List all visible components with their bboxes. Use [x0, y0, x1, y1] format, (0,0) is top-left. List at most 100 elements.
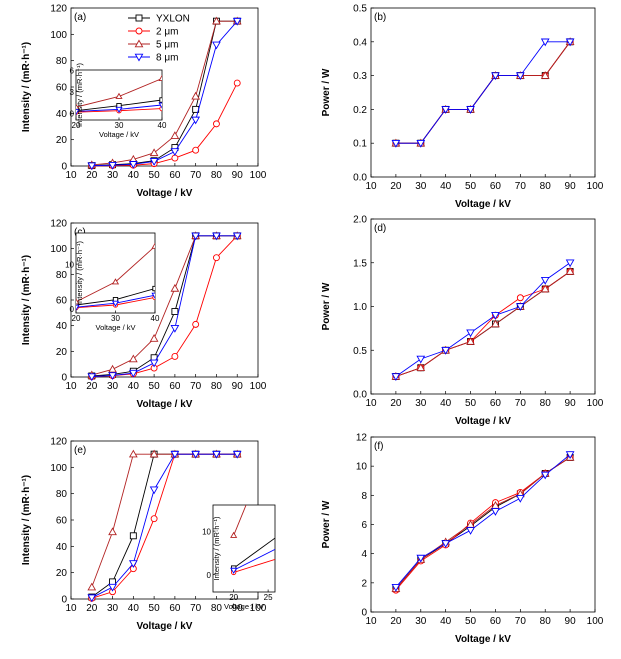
x-tick-label: 100 [587, 616, 604, 627]
y-tick-label: 40 [56, 321, 68, 332]
data-point [232, 17, 242, 26]
x-axis-title: Voltage / kV [137, 399, 193, 410]
chart-panel-4: 10 20 30 40 50 60 70 80 90 100020406080100120(e)V… [21, 437, 276, 632]
x-tick-label: 40 [128, 381, 140, 392]
data-point [170, 324, 180, 333]
y-tick-label: 1.0 [353, 302, 367, 313]
chart-panel-3: 10 20 30 40 50 60 70 80 90 100 0.0 0.5 1.0 1.5 2.0 (d) V… [321, 215, 604, 428]
data-point [149, 486, 159, 495]
inset-x-axis-title: Voltage / kV [224, 602, 264, 611]
x-tick-label: 70 [515, 616, 527, 627]
x-tick-label: 10 [65, 170, 77, 181]
data-point [491, 312, 500, 320]
data-point [151, 292, 155, 299]
data-point [87, 594, 97, 603]
legend: YXLON 2 μm 5 μm 8 μm [128, 14, 190, 64]
data-point [129, 532, 137, 540]
series-group [391, 451, 575, 594]
y-tick-label: 20 [56, 135, 68, 146]
x-tick-label: 40 [440, 398, 452, 409]
data-point [565, 451, 575, 460]
series-group [391, 37, 575, 148]
data-point [491, 508, 500, 516]
series-group [76, 74, 162, 116]
x-tick-label: 30 [107, 170, 119, 181]
data-point [416, 139, 426, 148]
data-point [416, 363, 426, 371]
data-point [87, 373, 97, 381]
data-point [151, 242, 155, 249]
inset-y-axis-title: Intensity / (mR·h⁻¹) [75, 241, 84, 305]
data-point [416, 355, 426, 364]
data-point [149, 333, 159, 342]
x-tick-label: 10 [65, 603, 77, 614]
series-group [87, 16, 242, 170]
x-tick-label: 30 [107, 381, 119, 392]
y-tick-label: 0.2 [353, 105, 367, 116]
x-tick-label: 50 [149, 603, 161, 614]
data-point [149, 449, 159, 458]
series-line [395, 457, 571, 589]
y-axis-title: Power / W [321, 500, 332, 548]
legend-label: 8 μm [156, 53, 178, 64]
x-tick-label: 40 [440, 616, 452, 627]
data-point [192, 320, 200, 328]
inset-chart: 20 25 0 10 Voltage / kV Intensity / (mR·h⁻¹) [202, 504, 276, 611]
x-tick-label: 20 [86, 603, 98, 614]
plot-frame [370, 218, 596, 395]
data-point [232, 232, 242, 241]
x-tick-label: 60 [169, 603, 181, 614]
y-tick-label: 0.0 [353, 390, 367, 401]
x-tick-label: 60 [490, 398, 502, 409]
data-point [565, 259, 575, 268]
x-tick-label: 40 [440, 181, 452, 192]
series-line [233, 537, 275, 569]
series-line [91, 453, 238, 599]
y-tick-label: 120 [50, 437, 67, 448]
data-point [416, 554, 426, 563]
data-point [191, 116, 201, 125]
data-point [516, 294, 524, 302]
data-point [232, 450, 242, 459]
data-point [212, 450, 221, 459]
y-tick-label: 0 [207, 571, 212, 580]
series-group [76, 242, 155, 311]
data-point [170, 283, 180, 292]
inset-y-axis-title: Intensity / (mR·h⁻¹) [212, 516, 221, 580]
chart-panel-1: 10 20 30 40 50 60 70 80 90 100 0.0 0.1 0.2 0.3 0.4 0.5 (… [321, 4, 604, 211]
x-tick-label: 60 [490, 616, 502, 627]
x-tick-label: 80 [540, 398, 552, 409]
legend-marker [134, 39, 144, 48]
legend-label: 2 μm [156, 27, 178, 38]
x-tick-label: 10 [365, 181, 377, 192]
series-line [395, 454, 571, 588]
x-tick-label: 40 [151, 314, 160, 323]
x-axis-title: Voltage / kV [137, 621, 193, 632]
series-group [230, 505, 275, 576]
x-tick-label: 40 [128, 170, 140, 181]
x-tick-label: 20 [72, 314, 81, 323]
inset-x-axis-title: Voltage / kV [99, 130, 139, 139]
y-tick-label: 12 [356, 433, 368, 444]
x-tick-label: 50 [465, 181, 477, 192]
x-tick-label: 70 [515, 398, 527, 409]
x-axis-title: Voltage / kV [455, 634, 511, 645]
x-tick-label: 30 [415, 181, 427, 192]
data-point [233, 79, 241, 87]
x-tick-label: 80 [211, 603, 223, 614]
series-line [91, 20, 238, 167]
x-axis-title: Voltage / kV [137, 188, 193, 199]
data-point [540, 284, 550, 293]
y-tick-label: 40 [56, 109, 68, 120]
x-tick-label: 80 [540, 181, 552, 192]
y-tick-label: 0.3 [353, 71, 367, 82]
y-tick-label: 10 [65, 261, 74, 270]
x-tick-label: 90 [565, 398, 577, 409]
legend-label: YXLON [156, 14, 190, 25]
data-point [170, 148, 180, 157]
y-tick-label: 40 [56, 542, 68, 553]
inset-x-axis-title: Voltage / kV [95, 323, 135, 332]
series-line [395, 41, 571, 144]
y-tick-label: 80 [56, 489, 68, 500]
series-line [233, 505, 247, 536]
